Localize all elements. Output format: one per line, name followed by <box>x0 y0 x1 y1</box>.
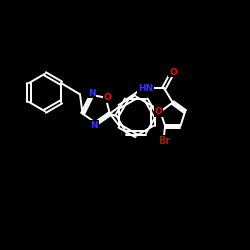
Text: O: O <box>154 107 162 116</box>
Text: N: N <box>90 121 98 130</box>
Text: O: O <box>104 93 111 102</box>
Text: Br: Br <box>158 136 170 146</box>
Text: O: O <box>169 68 177 76</box>
Text: HN: HN <box>138 84 154 92</box>
Text: N: N <box>88 89 96 98</box>
